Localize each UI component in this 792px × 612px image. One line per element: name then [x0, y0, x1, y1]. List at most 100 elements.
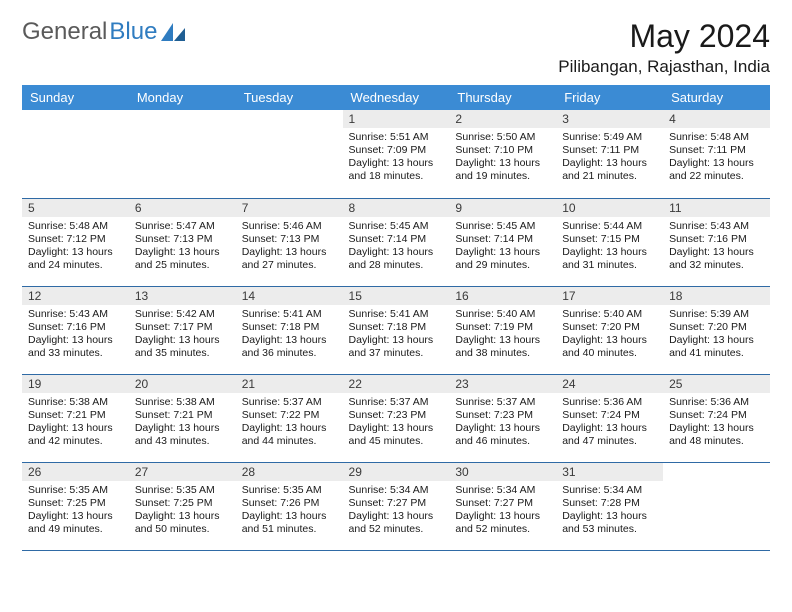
- calendar-cell: 27Sunrise: 5:35 AMSunset: 7:25 PMDayligh…: [129, 462, 236, 550]
- sunrise-line: Sunrise: 5:46 AM: [242, 220, 337, 233]
- calendar-week-row: 12Sunrise: 5:43 AMSunset: 7:16 PMDayligh…: [22, 286, 770, 374]
- daylight-line: Daylight: 13 hours and 52 minutes.: [455, 510, 550, 536]
- day-details: Sunrise: 5:45 AMSunset: 7:14 PMDaylight:…: [449, 217, 556, 277]
- month-title: May 2024: [558, 18, 770, 55]
- sunrise-line: Sunrise: 5:34 AM: [349, 484, 444, 497]
- day-details: Sunrise: 5:34 AMSunset: 7:28 PMDaylight:…: [556, 481, 663, 541]
- calendar-cell: ..: [22, 110, 129, 198]
- brand-part2: Blue: [109, 18, 157, 46]
- sunset-line: Sunset: 7:23 PM: [349, 409, 444, 422]
- day-details: Sunrise: 5:35 AMSunset: 7:25 PMDaylight:…: [22, 481, 129, 541]
- daylight-line: Daylight: 13 hours and 37 minutes.: [349, 334, 444, 360]
- day-details: Sunrise: 5:41 AMSunset: 7:18 PMDaylight:…: [343, 305, 450, 365]
- day-details: Sunrise: 5:39 AMSunset: 7:20 PMDaylight:…: [663, 305, 770, 365]
- day-details: Sunrise: 5:36 AMSunset: 7:24 PMDaylight:…: [556, 393, 663, 453]
- day-number: 8: [343, 199, 450, 217]
- sunrise-line: Sunrise: 5:43 AM: [28, 308, 123, 321]
- daylight-line: Daylight: 13 hours and 36 minutes.: [242, 334, 337, 360]
- calendar-cell: 14Sunrise: 5:41 AMSunset: 7:18 PMDayligh…: [236, 286, 343, 374]
- day-number: 7: [236, 199, 343, 217]
- calendar-header-row: SundayMondayTuesdayWednesdayThursdayFrid…: [22, 85, 770, 110]
- calendar-cell: 28Sunrise: 5:35 AMSunset: 7:26 PMDayligh…: [236, 462, 343, 550]
- sunset-line: Sunset: 7:14 PM: [349, 233, 444, 246]
- sunset-line: Sunset: 7:24 PM: [562, 409, 657, 422]
- day-details: Sunrise: 5:37 AMSunset: 7:23 PMDaylight:…: [449, 393, 556, 453]
- sunrise-line: Sunrise: 5:37 AM: [349, 396, 444, 409]
- daylight-line: Daylight: 13 hours and 45 minutes.: [349, 422, 444, 448]
- daylight-line: Daylight: 13 hours and 46 minutes.: [455, 422, 550, 448]
- day-details: Sunrise: 5:34 AMSunset: 7:27 PMDaylight:…: [343, 481, 450, 541]
- sunset-line: Sunset: 7:24 PM: [669, 409, 764, 422]
- daylight-line: Daylight: 13 hours and 38 minutes.: [455, 334, 550, 360]
- sunset-line: Sunset: 7:16 PM: [28, 321, 123, 334]
- day-number: 5: [22, 199, 129, 217]
- weekday-header: Sunday: [22, 85, 129, 110]
- sunrise-line: Sunrise: 5:39 AM: [669, 308, 764, 321]
- sunset-line: Sunset: 7:18 PM: [242, 321, 337, 334]
- calendar-cell: 1Sunrise: 5:51 AMSunset: 7:09 PMDaylight…: [343, 110, 450, 198]
- calendar-cell: 7Sunrise: 5:46 AMSunset: 7:13 PMDaylight…: [236, 198, 343, 286]
- calendar-cell: 6Sunrise: 5:47 AMSunset: 7:13 PMDaylight…: [129, 198, 236, 286]
- sunset-line: Sunset: 7:21 PM: [28, 409, 123, 422]
- sunset-line: Sunset: 7:23 PM: [455, 409, 550, 422]
- sunset-line: Sunset: 7:09 PM: [349, 144, 444, 157]
- sunset-line: Sunset: 7:16 PM: [669, 233, 764, 246]
- calendar-cell: 19Sunrise: 5:38 AMSunset: 7:21 PMDayligh…: [22, 374, 129, 462]
- day-details: Sunrise: 5:50 AMSunset: 7:10 PMDaylight:…: [449, 128, 556, 188]
- calendar-cell: 23Sunrise: 5:37 AMSunset: 7:23 PMDayligh…: [449, 374, 556, 462]
- day-number: 3: [556, 110, 663, 128]
- calendar-cell: ..: [663, 462, 770, 550]
- sunset-line: Sunset: 7:27 PM: [349, 497, 444, 510]
- sunset-line: Sunset: 7:20 PM: [562, 321, 657, 334]
- sunset-line: Sunset: 7:10 PM: [455, 144, 550, 157]
- day-details: Sunrise: 5:47 AMSunset: 7:13 PMDaylight:…: [129, 217, 236, 277]
- daylight-line: Daylight: 13 hours and 43 minutes.: [135, 422, 230, 448]
- daylight-line: Daylight: 13 hours and 29 minutes.: [455, 246, 550, 272]
- brand-part1: General: [22, 18, 107, 46]
- day-details: Sunrise: 5:43 AMSunset: 7:16 PMDaylight:…: [22, 305, 129, 365]
- calendar-cell: 13Sunrise: 5:42 AMSunset: 7:17 PMDayligh…: [129, 286, 236, 374]
- day-number: 6: [129, 199, 236, 217]
- day-number: 4: [663, 110, 770, 128]
- sunrise-line: Sunrise: 5:35 AM: [242, 484, 337, 497]
- day-number: 14: [236, 287, 343, 305]
- day-number: 11: [663, 199, 770, 217]
- sunrise-line: Sunrise: 5:40 AM: [455, 308, 550, 321]
- daylight-line: Daylight: 13 hours and 47 minutes.: [562, 422, 657, 448]
- daylight-line: Daylight: 13 hours and 24 minutes.: [28, 246, 123, 272]
- calendar-cell: 4Sunrise: 5:48 AMSunset: 7:11 PMDaylight…: [663, 110, 770, 198]
- sunset-line: Sunset: 7:25 PM: [135, 497, 230, 510]
- day-number: 1: [343, 110, 450, 128]
- calendar-cell: 24Sunrise: 5:36 AMSunset: 7:24 PMDayligh…: [556, 374, 663, 462]
- sunrise-line: Sunrise: 5:41 AM: [242, 308, 337, 321]
- daylight-line: Daylight: 13 hours and 28 minutes.: [349, 246, 444, 272]
- sunrise-line: Sunrise: 5:36 AM: [562, 396, 657, 409]
- daylight-line: Daylight: 13 hours and 49 minutes.: [28, 510, 123, 536]
- calendar-cell: 29Sunrise: 5:34 AMSunset: 7:27 PMDayligh…: [343, 462, 450, 550]
- calendar-cell: 15Sunrise: 5:41 AMSunset: 7:18 PMDayligh…: [343, 286, 450, 374]
- sunset-line: Sunset: 7:18 PM: [349, 321, 444, 334]
- sunset-line: Sunset: 7:27 PM: [455, 497, 550, 510]
- daylight-line: Daylight: 13 hours and 21 minutes.: [562, 157, 657, 183]
- day-number: 9: [449, 199, 556, 217]
- sunrise-line: Sunrise: 5:47 AM: [135, 220, 230, 233]
- sunrise-line: Sunrise: 5:51 AM: [349, 131, 444, 144]
- day-number: 16: [449, 287, 556, 305]
- calendar-week-row: 19Sunrise: 5:38 AMSunset: 7:21 PMDayligh…: [22, 374, 770, 462]
- day-number: 15: [343, 287, 450, 305]
- weekday-header: Wednesday: [343, 85, 450, 110]
- day-details: Sunrise: 5:42 AMSunset: 7:17 PMDaylight:…: [129, 305, 236, 365]
- location-label: Pilibangan, Rajasthan, India: [558, 57, 770, 77]
- page-header: GeneralBlue May 2024 Pilibangan, Rajasth…: [22, 18, 770, 77]
- sunrise-line: Sunrise: 5:40 AM: [562, 308, 657, 321]
- sunrise-line: Sunrise: 5:36 AM: [669, 396, 764, 409]
- day-details: Sunrise: 5:40 AMSunset: 7:20 PMDaylight:…: [556, 305, 663, 365]
- daylight-line: Daylight: 13 hours and 31 minutes.: [562, 246, 657, 272]
- day-number: 29: [343, 463, 450, 481]
- day-details: Sunrise: 5:37 AMSunset: 7:22 PMDaylight:…: [236, 393, 343, 453]
- day-details: Sunrise: 5:41 AMSunset: 7:18 PMDaylight:…: [236, 305, 343, 365]
- day-number: 28: [236, 463, 343, 481]
- sunset-line: Sunset: 7:17 PM: [135, 321, 230, 334]
- day-number: 20: [129, 375, 236, 393]
- calendar-cell: 26Sunrise: 5:35 AMSunset: 7:25 PMDayligh…: [22, 462, 129, 550]
